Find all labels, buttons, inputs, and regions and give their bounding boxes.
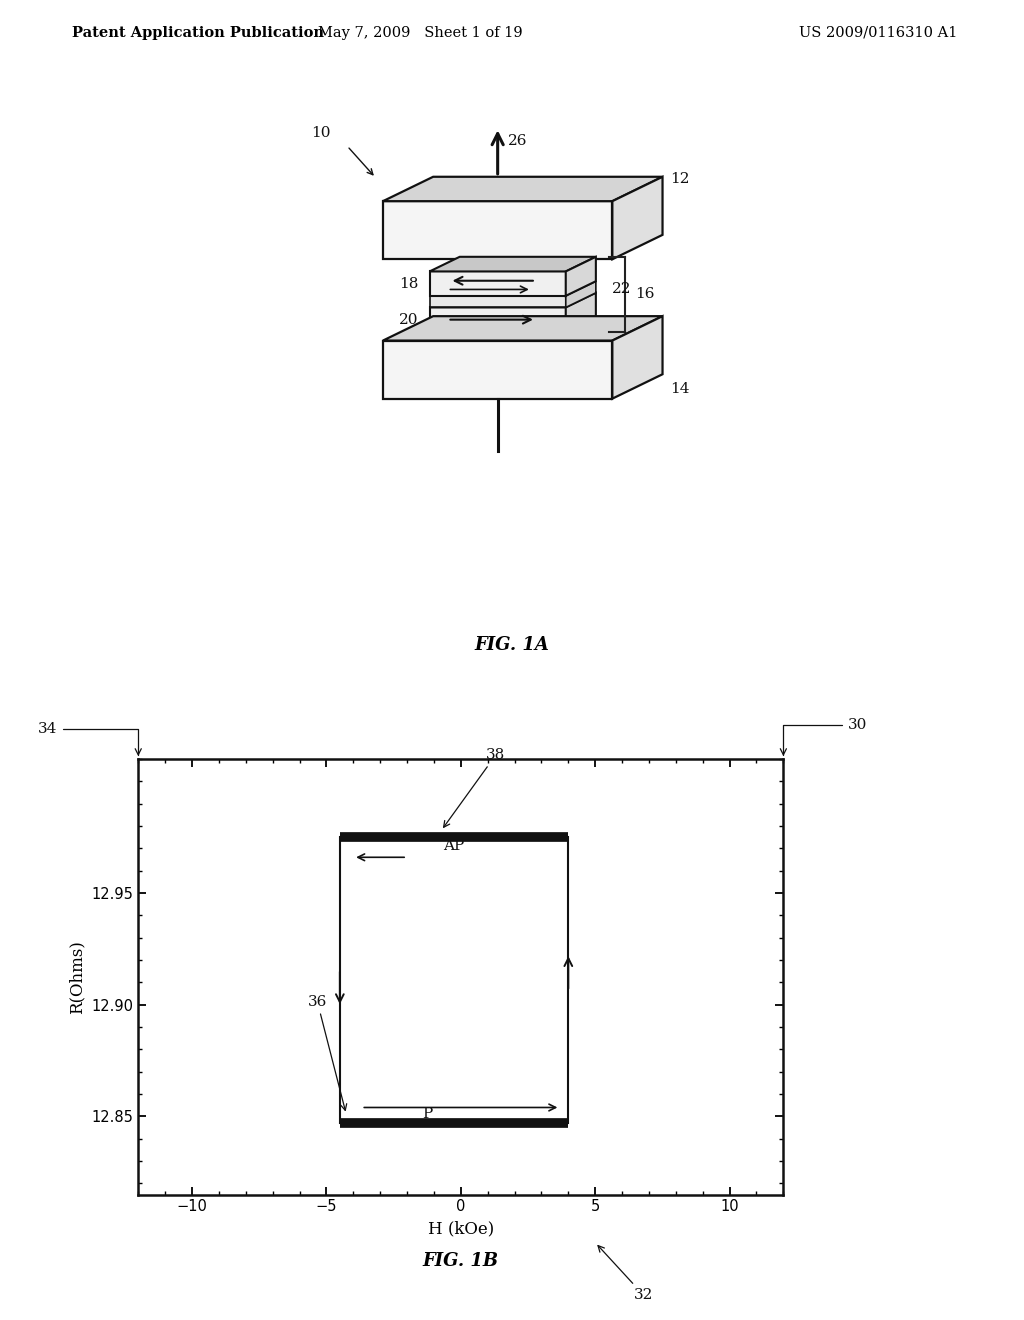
Text: AP: AP [443,840,465,854]
Text: 22: 22 [611,282,631,297]
Text: 32: 32 [598,1246,653,1302]
Text: P: P [422,1107,432,1121]
Text: US 2009/0116310 A1: US 2009/0116310 A1 [799,26,957,40]
Polygon shape [430,257,596,272]
Text: 36: 36 [307,994,347,1110]
Text: 38: 38 [443,747,506,828]
Text: 10: 10 [311,127,331,140]
Text: 16: 16 [635,288,654,301]
Polygon shape [430,281,596,296]
Polygon shape [430,296,565,308]
Polygon shape [430,272,565,296]
Text: May 7, 2009   Sheet 1 of 19: May 7, 2009 Sheet 1 of 19 [317,26,522,40]
Text: 12: 12 [670,172,689,186]
Polygon shape [612,177,663,259]
Polygon shape [383,201,612,259]
Polygon shape [565,257,596,296]
Polygon shape [430,293,596,308]
Text: 14: 14 [670,381,689,396]
Polygon shape [383,317,663,341]
Polygon shape [565,281,596,308]
Text: 18: 18 [399,277,419,290]
Text: 34: 34 [38,722,141,755]
Text: 20: 20 [399,313,419,326]
Y-axis label: R(Ohms): R(Ohms) [69,940,86,1014]
Text: FIG. 1B: FIG. 1B [423,1251,499,1270]
Polygon shape [430,308,565,331]
Text: 26: 26 [508,133,528,148]
Polygon shape [383,341,612,399]
Polygon shape [383,177,663,201]
Polygon shape [612,317,663,399]
Text: 30: 30 [780,718,867,755]
Text: FIG. 1A: FIG. 1A [474,636,550,655]
X-axis label: H (kOe): H (kOe) [428,1220,494,1237]
Text: Patent Application Publication: Patent Application Publication [72,26,324,40]
Polygon shape [565,293,596,331]
